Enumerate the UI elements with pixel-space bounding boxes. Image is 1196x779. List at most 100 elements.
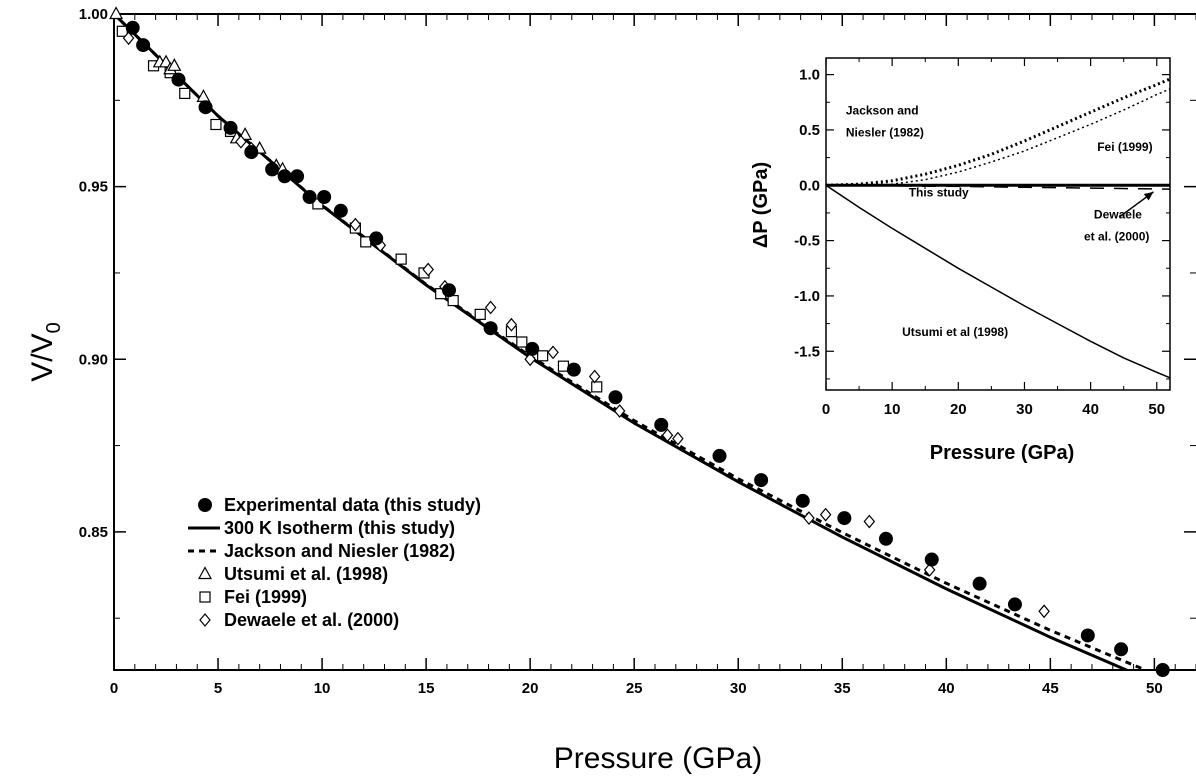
inset-annotation: Fei (1999) [1097, 140, 1152, 154]
x-tick-label: 20 [522, 680, 539, 697]
inset-line-dew [826, 184, 1170, 190]
fei-point [179, 87, 191, 100]
inset-annotation: Utsumi et al (1998) [902, 325, 1008, 339]
inset-x-tick-label: 10 [884, 401, 901, 418]
dewaele-point [547, 345, 559, 360]
experimental-point [837, 511, 852, 526]
legend-item-fei: Fei (1999) [199, 587, 307, 607]
fei-point [395, 253, 407, 265]
experimental-point [244, 145, 259, 160]
dewaele-point [661, 428, 674, 443]
inset-series-lines [826, 77, 1170, 379]
legend-label: Jackson and Niesler (1982) [224, 541, 455, 561]
inset-line-ut [826, 184, 1170, 379]
x-tick-label: 10 [314, 680, 331, 697]
y-tick-label: 1.00 [79, 6, 108, 23]
dewaele-point [122, 31, 135, 46]
dewaele-point [484, 300, 497, 315]
main-series-lines [114, 14, 1150, 670]
x-axis-title: Pressure (GPa) [554, 742, 762, 775]
fei-point [537, 350, 549, 362]
dewaele-point [524, 352, 536, 367]
experimental-point [712, 448, 727, 463]
experimental-point [525, 341, 540, 356]
inset-line-jn [826, 77, 1170, 187]
dewaele-point [923, 562, 936, 577]
inset-x-tick-label: 50 [1148, 401, 1165, 418]
inset-x-axis-title: Pressure (GPa) [930, 442, 1075, 464]
experimental-point [442, 283, 457, 298]
experimental-point [878, 531, 893, 546]
main-series-points [109, 6, 1170, 677]
dewaele-arrow-head [1143, 191, 1154, 201]
inset-annotations: Jackson and Niesler (1982) Fei (1999) This … [846, 103, 1154, 339]
inset-plot: 0 10 20 30 40 50 1.0 0.5 0.0 -0.5 -1.0 -1.5 Jackson… [750, 57, 1171, 464]
legend-label: Utsumi et al. (1998) [224, 564, 388, 584]
inset-plot-frame [825, 57, 1171, 391]
experimental-point [608, 390, 623, 405]
inset-axis-ticks: 0 10 20 30 40 50 1.0 0.5 0.0 -0.5 -1.0 -1.5 [794, 58, 1170, 418]
experimental-point [171, 72, 186, 87]
dewaele-point [613, 404, 626, 418]
y-tick-label: 0.95 [79, 179, 108, 196]
inset-y-tick-label: 1.0 [799, 67, 820, 84]
legend-label: Fei (1999) [224, 587, 307, 607]
inset-x-tick-label: 30 [1016, 401, 1033, 418]
legend: Experimental data (this study) 300 K Isot… [188, 495, 481, 630]
dewaele-point [863, 514, 876, 529]
legend-swatch [199, 591, 211, 603]
legend-item-exp: Experimental data (this study) [198, 495, 481, 515]
dewaele-point [803, 511, 815, 526]
experimental-point [265, 162, 280, 177]
dewaele-point [1038, 604, 1050, 619]
dewaele-point [422, 262, 434, 277]
experimental-point [924, 552, 939, 567]
main-plot: 0 5 10 15 20 25 30 35 40 45 500.850.900.951.00 Pre… [26, 6, 1196, 775]
legend-swatch [197, 566, 213, 580]
legend-swatch [199, 613, 211, 627]
legend-item-dew: Dewaele et al. (2000) [199, 610, 399, 630]
x-tick-label: 15 [418, 680, 435, 697]
x-tick-label: 25 [626, 680, 643, 697]
inset-y-tick-label: -1.5 [794, 343, 820, 360]
inset-y-axis-title: ΔP (GPa) [750, 162, 772, 248]
y-tick-label: 0.90 [79, 351, 108, 368]
x-tick-label: 0 [110, 680, 118, 697]
experimental-point [566, 362, 581, 377]
x-tick-label: 50 [1146, 680, 1163, 697]
y-axis-title-main: V/V [26, 333, 59, 381]
inset-y-tick-label: -0.5 [794, 233, 820, 250]
experimental-point [290, 169, 305, 184]
experimental-point [136, 38, 151, 53]
x-tick-label: 40 [938, 680, 955, 697]
dewaele-point [349, 217, 362, 232]
experimental-point [277, 169, 292, 184]
inset-annotation: This study [909, 185, 969, 199]
experimental-point [1155, 663, 1170, 677]
inset-y-tick-label: 0.5 [799, 122, 820, 139]
utsumi-point [109, 6, 124, 20]
experimental-point [1080, 628, 1095, 643]
experimental-point [223, 120, 238, 135]
legend-item-ut: Utsumi et al. (1998) [197, 564, 388, 584]
inset-y-tick-label: 0.0 [799, 177, 820, 194]
jackson-niesler-line [114, 14, 1150, 670]
legend-label: Experimental data (this study) [224, 495, 481, 515]
experimental-point [317, 189, 332, 204]
dewaele-point [235, 134, 247, 149]
legend-item-jn: Jackson and Niesler (1982) [188, 541, 455, 561]
experimental-point [125, 20, 140, 35]
experimental-point [483, 321, 498, 336]
y-axis-title: V/V0 [26, 322, 65, 381]
x-tick-label: 5 [214, 680, 222, 697]
experimental-point [1114, 642, 1129, 657]
experimental-point [302, 189, 317, 204]
legend-label: Dewaele et al. (2000) [224, 610, 399, 630]
fei-point [591, 381, 603, 393]
inset-annotation: et al. (2000) [1084, 230, 1149, 244]
inset-annotation: Jackson and [846, 103, 919, 117]
inset-x-tick-label: 0 [822, 401, 830, 418]
inset-annotation: Niesler (1982) [846, 126, 924, 140]
x-tick-label: 30 [730, 680, 747, 697]
